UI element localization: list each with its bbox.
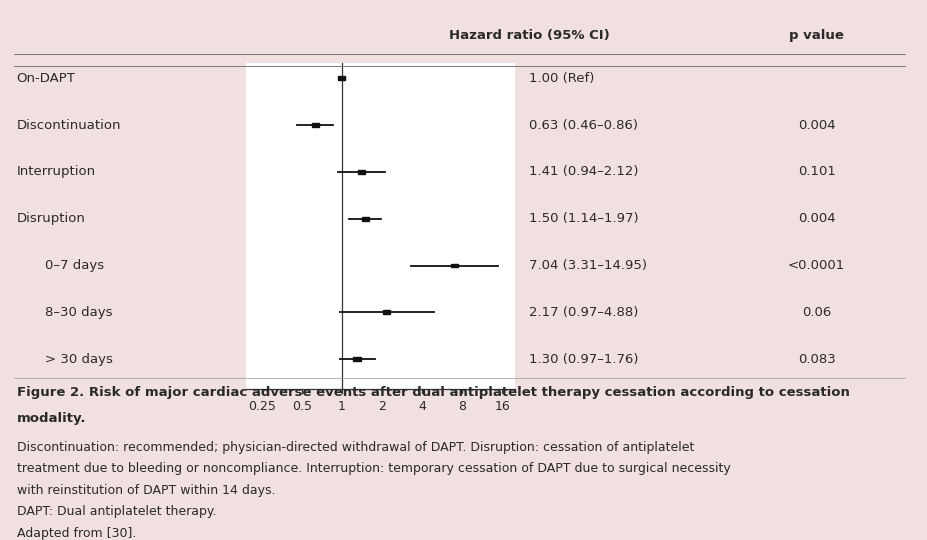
Text: > 30 days: > 30 days [44, 353, 112, 366]
Text: 0.004: 0.004 [797, 119, 834, 132]
Text: 1.00 (Ref): 1.00 (Ref) [528, 72, 593, 85]
Text: Adapted from [30].: Adapted from [30]. [17, 527, 136, 540]
Text: 0.004: 0.004 [797, 212, 834, 225]
Text: treatment due to bleeding or noncompliance. Interruption: temporary cessation of: treatment due to bleeding or noncomplian… [17, 462, 730, 475]
Bar [362, 217, 369, 220]
Text: modality.: modality. [17, 412, 86, 425]
Text: 2.17 (0.97–4.88): 2.17 (0.97–4.88) [528, 306, 638, 319]
Text: <0.0001: <0.0001 [787, 259, 844, 272]
Text: p value: p value [788, 29, 844, 42]
Bar [353, 357, 361, 361]
Bar [358, 170, 365, 174]
Text: 16: 16 [494, 400, 510, 413]
Text: 1: 1 [337, 400, 346, 413]
Text: 1.41 (0.94–2.12): 1.41 (0.94–2.12) [528, 165, 638, 178]
Text: 2: 2 [377, 400, 386, 413]
Text: 7.04 (3.31–14.95): 7.04 (3.31–14.95) [528, 259, 646, 272]
Text: 0–7 days: 0–7 days [44, 259, 104, 272]
Bar [383, 310, 390, 314]
Text: DAPT: Dual antiplatelet therapy.: DAPT: Dual antiplatelet therapy. [17, 505, 216, 518]
Text: Disruption: Disruption [17, 212, 85, 225]
Text: 8: 8 [458, 400, 465, 413]
Text: On-DAPT: On-DAPT [17, 72, 75, 85]
Bar [451, 264, 458, 267]
Bar [338, 77, 345, 80]
Text: Figure 2. Risk of major cardiac adverse events after dual antiplatelet therapy c: Figure 2. Risk of major cardiac adverse … [17, 386, 848, 399]
Text: 0.63 (0.46–0.86): 0.63 (0.46–0.86) [528, 119, 637, 132]
Text: Hazard ratio (95% CI): Hazard ratio (95% CI) [448, 29, 609, 42]
Text: 4: 4 [418, 400, 425, 413]
Text: 0.083: 0.083 [797, 353, 834, 366]
Text: 0.25: 0.25 [248, 400, 275, 413]
Text: 0.5: 0.5 [291, 400, 311, 413]
Text: Discontinuation: Discontinuation [17, 119, 121, 132]
Text: Discontinuation: recommended; physician-directed withdrawal of DAPT. Disruption:: Discontinuation: recommended; physician-… [17, 441, 693, 454]
Text: 8–30 days: 8–30 days [44, 306, 112, 319]
Text: 1.30 (0.97–1.76): 1.30 (0.97–1.76) [528, 353, 638, 366]
Bar [311, 123, 319, 127]
Text: 1.50 (1.14–1.97): 1.50 (1.14–1.97) [528, 212, 638, 225]
Text: 0.06: 0.06 [801, 306, 831, 319]
Text: Interruption: Interruption [17, 165, 95, 178]
Text: 0.101: 0.101 [797, 165, 834, 178]
Bar [246, 63, 514, 389]
Text: with reinstitution of DAPT within 14 days.: with reinstitution of DAPT within 14 day… [17, 484, 275, 497]
